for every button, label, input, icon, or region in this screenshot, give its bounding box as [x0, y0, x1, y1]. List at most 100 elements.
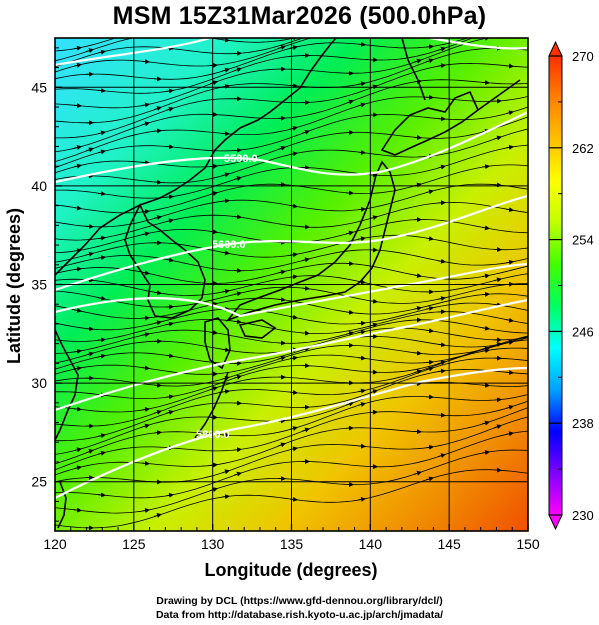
streamline-arrow — [481, 80, 490, 86]
streamline-arrow — [97, 49, 106, 55]
streamline-arrow — [437, 63, 446, 69]
streamline-arrow — [85, 147, 94, 153]
streamline-arrow — [221, 198, 230, 204]
streamline-arrow — [346, 19, 353, 21]
streamline-arrow — [413, 135, 422, 141]
streamline-arrow — [277, 145, 286, 151]
contour-3 — [55, 111, 528, 184]
streamline-arrow — [277, 269, 286, 275]
streamline-arrow — [357, 388, 366, 394]
streamline-arrow — [73, 507, 82, 513]
x-axis-ticks: 120 125 130 135 140 145 150 — [43, 524, 540, 552]
streamline-arrow — [73, 348, 82, 354]
streamline-arrow — [97, 353, 106, 359]
streamline-arrow — [481, 225, 490, 231]
streamline-arrow — [369, 298, 378, 304]
streamline-arrow — [301, 346, 310, 352]
streamline-arrow — [153, 106, 162, 111]
coast-ryukyu — [194, 371, 229, 439]
streamline-arrow — [481, 382, 490, 388]
streamline-arrow — [369, 215, 378, 221]
streamline-arrow — [482, 9, 489, 10]
streamline-arrow — [153, 179, 162, 185]
streamline-arrow — [277, 355, 286, 361]
colorbar: 230 238 246 254 262 270 — [548, 40, 594, 531]
streamline-arrow — [85, 326, 94, 332]
coast-taiwan — [57, 481, 67, 529]
streamline-arrow — [165, 257, 174, 263]
streamline-arrow — [357, 236, 366, 242]
streamline-arrow — [153, 215, 162, 220]
streamline-arrow — [221, 469, 230, 475]
streamline-arrow — [97, 130, 106, 136]
streamline-arrow — [437, 46, 446, 52]
streamline-arrow — [165, 321, 174, 327]
streamline-arrow — [277, 297, 286, 303]
streamline-arrow — [437, 164, 446, 170]
streamline-arrow — [481, 420, 490, 426]
streamline-arrow — [221, 494, 230, 500]
streamline-arrow — [165, 144, 174, 150]
streamline-arrow — [141, 231, 150, 237]
streamline-arrow — [413, 273, 422, 279]
streamline-arrow — [414, 3, 421, 4]
colorbar-min-arrow — [548, 514, 563, 531]
y-axis-ticks: 25 30 35 40 45 — [31, 47, 62, 522]
streamline-arrow — [413, 78, 422, 84]
streamline-arrow — [505, 339, 514, 345]
coast-hokkaido — [380, 90, 479, 156]
streamline-arrow — [233, 147, 242, 153]
streamline-arrow — [221, 83, 230, 89]
streamline-arrow — [233, 319, 242, 325]
streamline-arrow — [141, 270, 150, 276]
streamline-arrow — [426, 13, 433, 14]
streamline-arrow — [165, 353, 174, 359]
streamline-arrow — [301, 129, 310, 135]
y-tick-label: 40 — [31, 178, 47, 194]
streamline-arrow — [153, 409, 162, 415]
streamline-arrow — [97, 450, 106, 456]
streamline-arrow — [85, 48, 94, 54]
contour-1 — [55, 38, 211, 67]
y-tick-label: 45 — [31, 79, 47, 95]
streamline-arrow — [141, 160, 150, 166]
x-tick-label: 135 — [280, 536, 304, 552]
streamline-arrow — [141, 406, 150, 412]
streamline-arrow — [209, 229, 218, 235]
streamline-arrow — [481, 291, 490, 297]
streamline-arrow — [153, 320, 162, 326]
credit-line-data: Data from http://database.rish.kyoto-u.a… — [155, 609, 444, 621]
streamline-arrow — [209, 80, 218, 86]
x-tick-label: 140 — [359, 536, 383, 552]
streamline-arrow — [493, 397, 502, 403]
streamline-arrow — [481, 450, 490, 455]
colorbar-tick-label: 230 — [572, 508, 594, 523]
streamline-arrow — [358, 17, 365, 19]
streamline-arrow — [416, 38, 422, 39]
contour-2 — [429, 38, 528, 50]
streamline-arrow — [233, 176, 242, 181]
map-title: MSM 15Z31Mar2026 (500.0hPa) — [112, 2, 487, 30]
streamline-arrow — [221, 172, 230, 178]
streamline-arrow — [437, 360, 446, 366]
streamline-arrow — [97, 433, 106, 439]
colorbar-tick-label: 262 — [572, 141, 594, 156]
streamline-arrow — [481, 273, 490, 279]
streamline-arrow — [221, 38, 230, 43]
streamline-arrow — [85, 251, 94, 257]
streamline-arrow — [97, 295, 106, 301]
streamline-arrow — [221, 67, 230, 73]
streamline-arrow — [345, 309, 354, 315]
streamline-arrow — [73, 45, 82, 51]
streamline-arrow — [153, 128, 162, 134]
coastlines — [55, 38, 521, 529]
streamline-arrow — [73, 406, 82, 412]
streamline-arrow — [73, 62, 82, 68]
streamline-arrow — [425, 366, 434, 372]
streamline-arrow — [413, 470, 422, 476]
streamline-arrow — [506, 21, 513, 23]
streamline-arrow — [481, 348, 490, 354]
streamline-arrow — [345, 330, 354, 336]
colorbar-tick-label: 270 — [572, 49, 594, 64]
streamline-arrow — [482, 29, 489, 31]
